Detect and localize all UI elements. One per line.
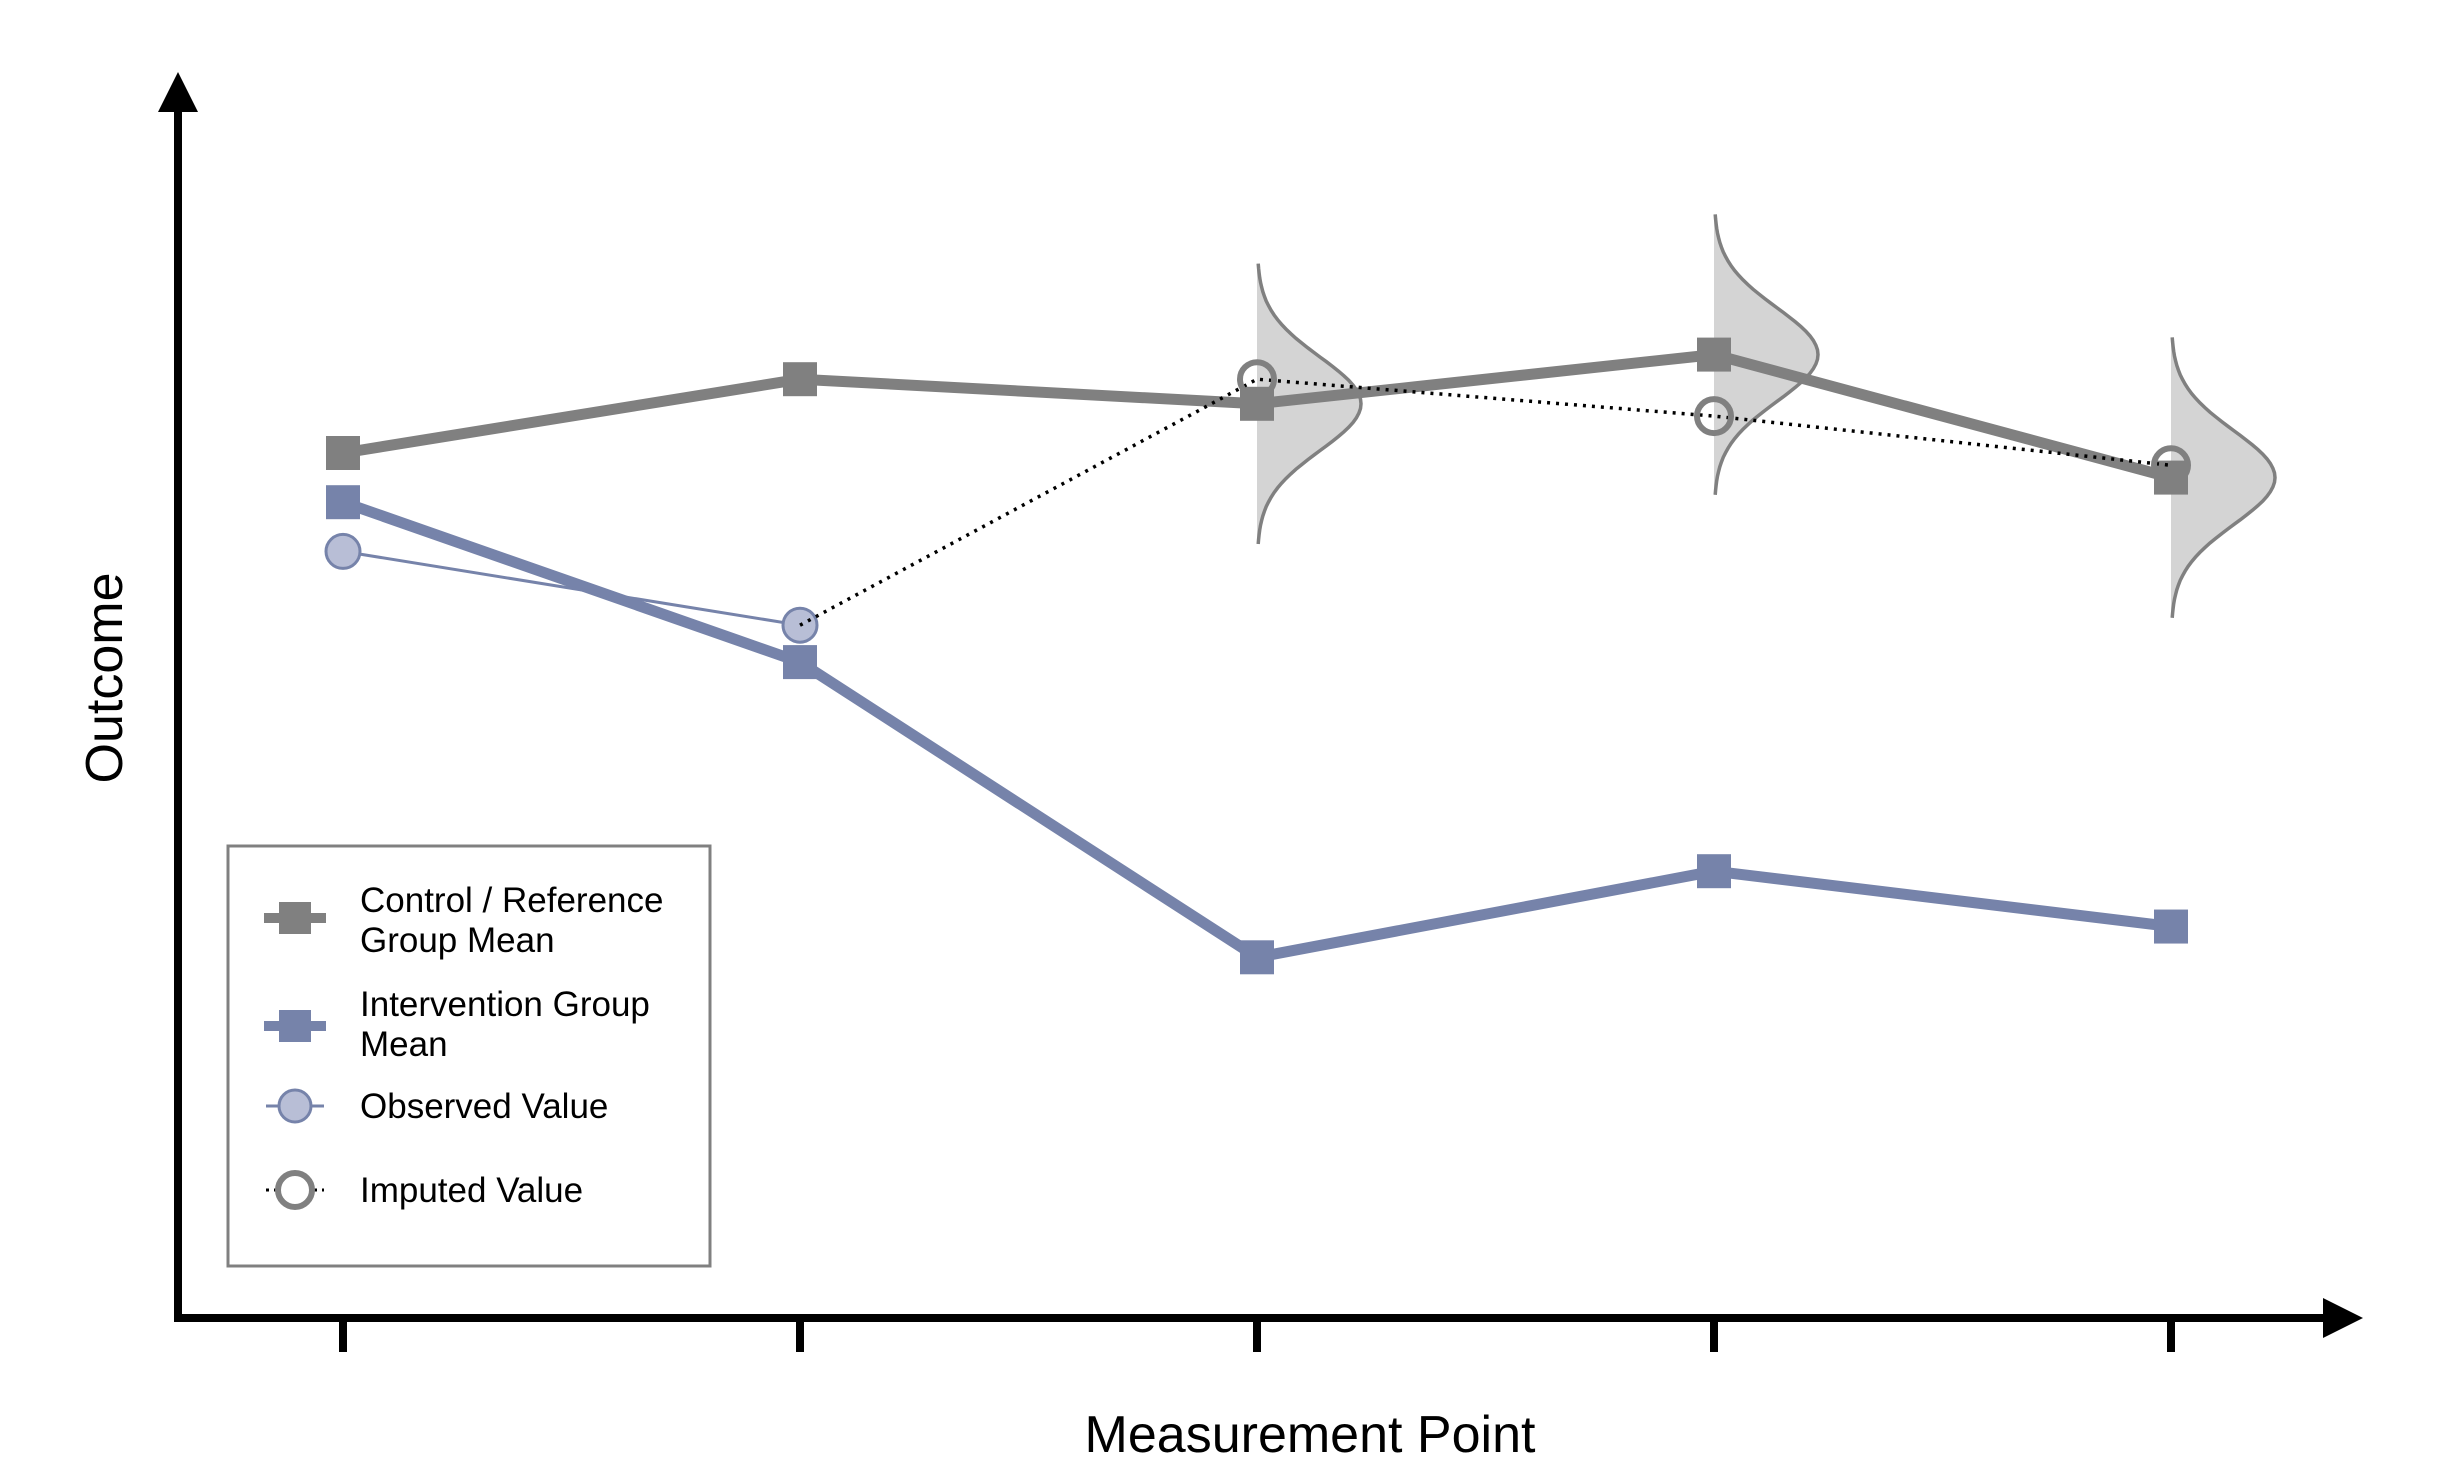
legend-item-control: Control / Reference Group Mean xyxy=(264,881,673,960)
legend-label-imputed-line1: Imputed Value xyxy=(360,1171,583,1210)
legend-swatch-imputed-marker xyxy=(275,1170,315,1210)
series-2-point-1 xyxy=(326,485,360,520)
legend-label-intervention-line2: Mean xyxy=(360,1025,448,1064)
x-ticks xyxy=(339,1318,2175,1352)
series-4-point-4 xyxy=(1694,396,1734,437)
series-1-point-1 xyxy=(326,436,360,470)
series-4 xyxy=(799,359,2191,627)
series-2-point-2 xyxy=(783,645,817,680)
distribution-fill-2 xyxy=(1714,214,1818,495)
distribution-curve-1 xyxy=(1256,263,1363,545)
legend-label-intervention: Intervention Group Mean xyxy=(360,985,660,1064)
series-layer xyxy=(324,337,2191,975)
legend-label-control-line1: Control / Reference xyxy=(360,881,663,920)
series-2 xyxy=(326,485,2188,975)
distribution-curve-2 xyxy=(1713,214,1820,495)
legend: Control / Reference Group Mean Intervent… xyxy=(226,844,712,1268)
legend-label-control-line2: Group Mean xyxy=(360,921,555,960)
series-3-line xyxy=(342,549,801,627)
x-axis-title: Measurement Point xyxy=(1085,1406,1536,1464)
distribution-curve-3 xyxy=(2170,337,2277,618)
legend-swatch-control-marker xyxy=(279,902,311,934)
series-4-point-3 xyxy=(1237,359,1277,400)
series-3 xyxy=(324,532,819,644)
axes xyxy=(158,72,2363,1338)
series-3-point-1 xyxy=(324,532,362,570)
series-1-point-2 xyxy=(783,362,817,397)
legend-label-imputed: Imputed Value xyxy=(360,1171,583,1210)
legend-label-control: Control / Reference Group Mean xyxy=(360,881,673,960)
series-2-point-4 xyxy=(1697,854,1731,889)
legend-label-observed: Observed Value xyxy=(360,1087,608,1126)
legend-swatch-intervention-marker xyxy=(279,1010,311,1042)
series-4-point-5 xyxy=(2151,445,2191,486)
series-4-line xyxy=(799,377,2172,627)
series-1-point-4 xyxy=(1697,337,1731,372)
y-axis-title: Outcome xyxy=(76,573,134,784)
distribution-fill-3 xyxy=(2171,337,2275,618)
legend-item-intervention: Intervention Group Mean xyxy=(264,985,660,1064)
series-1 xyxy=(326,337,2188,495)
legend-item-imputed: Imputed Value xyxy=(266,1170,583,1210)
legend-label-observed-line1: Observed Value xyxy=(360,1087,608,1126)
legend-item-observed: Observed Value xyxy=(266,1087,608,1126)
legend-swatch-observed-marker xyxy=(277,1088,313,1124)
series-2-point-3 xyxy=(1240,940,1274,975)
legend-label-intervention-line1: Intervention Group xyxy=(360,985,650,1024)
distribution-layer xyxy=(1256,214,2277,618)
series-2-point-5 xyxy=(2154,909,2188,944)
distribution-fill-1 xyxy=(1257,263,1361,545)
